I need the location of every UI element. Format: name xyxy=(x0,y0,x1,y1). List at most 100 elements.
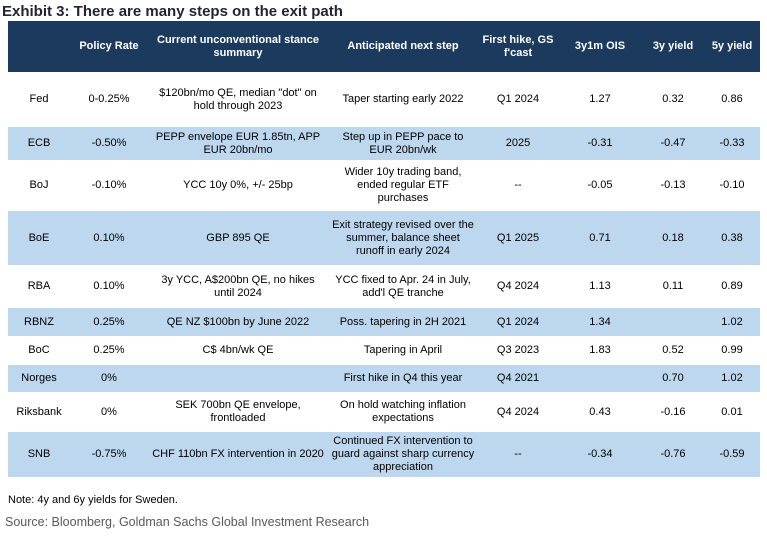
table-row: Riksbank 0% SEK 700bn QE envelope, frontlo… xyxy=(8,392,760,432)
cell-stance: GBP 895 QE xyxy=(206,231,270,244)
cell-first_hike: Q1 2024 xyxy=(496,315,540,328)
col-header-bank xyxy=(8,21,70,72)
cell-yield_3y: 0.11 xyxy=(662,280,684,292)
col-header-policy-rate: Policy Rate xyxy=(70,21,148,72)
exit-path-table: Policy Rate Current unconventional stanc… xyxy=(8,21,760,477)
cell-stance xyxy=(148,365,328,392)
cell-yield_3y: -0.47 xyxy=(660,137,686,149)
table-row: RBNZ 0.25% QE NZ $100bn by June 2022 Poss. … xyxy=(8,308,760,336)
cell-next_step: Wider 10y trading band, ended regular ET… xyxy=(344,166,462,204)
cell-stance: C$ 4bn/wk QE xyxy=(202,344,274,356)
row-label-boe: BoE xyxy=(28,231,50,244)
cell-ois_3y1m: -0.31 xyxy=(587,137,613,149)
row-label-boj: BoJ xyxy=(29,179,49,191)
cell-next_step: Exit strategy revised over the summer, b… xyxy=(332,218,474,257)
cell-ois_3y1m: 0.43 xyxy=(589,405,611,418)
col-header-stance-summary: Current unconventional stance summary xyxy=(148,21,328,72)
table-header-row: Policy Rate Current unconventional stanc… xyxy=(8,21,760,72)
cell-policy_rate: 0.10% xyxy=(93,280,125,292)
cell-stance: QE NZ $100bn by June 2022 xyxy=(166,315,310,328)
cell-next_step: Poss. tapering in 2H 2021 xyxy=(339,315,467,328)
cell-yield_5y: 0.99 xyxy=(721,344,743,356)
table-row: Fed 0-0.25% $120bn/mo QE, median "dot" on … xyxy=(8,72,760,127)
cell-stance: 3y YCC, A$200bn QE, no hikes until 2024 xyxy=(161,273,315,299)
exhibit-title: Exhibit 3: There are many steps on the e… xyxy=(2,3,343,20)
row-label-norges: Norges xyxy=(21,372,57,384)
cell-stance: SEK 700bn QE envelope, frontloaded xyxy=(175,399,301,424)
row-label-fed: Fed xyxy=(29,93,49,105)
cell-policy_rate: 0.10% xyxy=(93,231,125,244)
cell-policy_rate: 0-0.25% xyxy=(88,93,130,105)
cell-yield_3y: 0.18 xyxy=(662,231,684,244)
row-label-snb: SNB xyxy=(27,448,51,460)
cell-yield_5y: 1.02 xyxy=(721,315,743,328)
cell-ois_3y1m: 1.13 xyxy=(589,280,611,292)
cell-policy_rate: 0% xyxy=(101,405,117,418)
cell-first_hike: -- xyxy=(514,448,522,460)
cell-stance: PEPP envelope EUR 1.85tn, APP EUR 20bn/m… xyxy=(155,130,321,156)
table-row: ECB -0.50% PEPP envelope EUR 1.85tn, APP E… xyxy=(8,127,760,160)
col-header-3y-yield: 3y yield xyxy=(642,21,704,72)
cell-first_hike: Q1 2025 xyxy=(496,231,540,244)
cell-policy_rate: -0.75% xyxy=(91,448,127,460)
cell-ois_3y1m: -0.34 xyxy=(587,448,613,460)
cell-first_hike: Q4 2024 xyxy=(496,405,540,418)
footnote: Note: 4y and 6y yields for Sweden. xyxy=(8,494,178,506)
row-label-rba: RBA xyxy=(27,280,51,292)
cell-first_hike: Q4 2021 xyxy=(496,372,540,384)
cell-ois_3y1m xyxy=(558,365,642,392)
cell-yield_5y: 0.38 xyxy=(721,231,743,244)
cell-first_hike: Q4 2024 xyxy=(496,280,540,292)
cell-yield_5y: 1.02 xyxy=(721,372,743,384)
cell-yield_3y: 0.32 xyxy=(662,93,684,105)
cell-yield_5y: 0.86 xyxy=(721,93,743,105)
cell-stance: $120bn/mo QE, median "dot" on hold throu… xyxy=(159,86,317,112)
cell-policy_rate: 0.25% xyxy=(93,315,125,328)
cell-yield_5y: 0.89 xyxy=(721,280,743,292)
cell-ois_3y1m: 1.34 xyxy=(589,315,611,328)
cell-ois_3y1m: -0.05 xyxy=(587,179,613,191)
cell-yield_5y: -0.10 xyxy=(719,179,745,191)
cell-next_step: Tapering in April xyxy=(363,344,443,356)
cell-yield_3y: 0.52 xyxy=(662,344,684,356)
table-row: SNB -0.75% CHF 110bn FX intervention in 20… xyxy=(8,432,760,477)
cell-yield_3y xyxy=(642,308,704,336)
cell-first_hike: 2025 xyxy=(505,137,531,149)
cell-yield_3y: -0.76 xyxy=(660,448,686,460)
col-header-5y-yield: 5y yield xyxy=(704,21,760,72)
cell-next_step: First hike in Q4 this year xyxy=(343,372,463,384)
cell-yield_5y: -0.59 xyxy=(719,448,745,460)
cell-ois_3y1m: 1.83 xyxy=(589,344,611,356)
cell-yield_5y: -0.33 xyxy=(719,137,745,149)
table-row: Norges 0% First hike in Q4 this year Q4 202… xyxy=(8,365,760,392)
table-row: BoJ -0.10% YCC 10y 0%, +/- 25bp Wider 10y t… xyxy=(8,160,760,211)
row-label-boc: BoC xyxy=(28,344,50,356)
table-body: Fed 0-0.25% $120bn/mo QE, median "dot" on … xyxy=(8,72,760,477)
table-row: RBA 0.10% 3y YCC, A$200bn QE, no hikes unt… xyxy=(8,265,760,308)
cell-policy_rate: -0.50% xyxy=(91,137,127,149)
cell-next_step: Step up in PEPP pace to EUR 20bn/wk xyxy=(342,130,464,156)
cell-ois_3y1m: 0.71 xyxy=(589,231,611,244)
cell-policy_rate: -0.10% xyxy=(91,179,127,191)
row-label-riksbank: Riksbank xyxy=(16,405,62,418)
cell-stance: YCC 10y 0%, +/- 25bp xyxy=(183,179,293,191)
table-row: BoE 0.10% GBP 895 QE Exit strategy revised … xyxy=(8,211,760,265)
cell-policy_rate: 0% xyxy=(101,372,117,384)
col-header-next-step: Anticipated next step xyxy=(328,21,478,72)
cell-next_step: Taper starting early 2022 xyxy=(342,93,464,105)
cell-first_hike: Q1 2024 xyxy=(496,93,540,105)
cell-yield_3y: 0.70 xyxy=(662,372,684,384)
cell-next_step: Continued FX intervention to guard again… xyxy=(331,435,475,473)
cell-ois_3y1m: 1.27 xyxy=(589,93,611,105)
col-header-3y1m-ois: 3y1m OIS xyxy=(558,21,642,72)
cell-yield_3y: -0.13 xyxy=(660,179,686,191)
cell-next_step: On hold watching inflation expectations xyxy=(340,399,466,424)
cell-policy_rate: 0.25% xyxy=(93,344,125,356)
cell-stance: CHF 110bn FX intervention in 2020 xyxy=(152,448,324,460)
source-line: Source: Bloomberg, Goldman Sachs Global … xyxy=(5,515,370,529)
cell-yield_3y: -0.16 xyxy=(660,405,686,418)
row-label-rbnz: RBNZ xyxy=(24,315,54,328)
col-header-first-hike: First hike, GS f'cast xyxy=(478,21,558,72)
cell-next_step: YCC fixed to Apr. 24 in July, add'l QE t… xyxy=(335,273,471,299)
cell-yield_5y: 0.01 xyxy=(721,405,743,418)
